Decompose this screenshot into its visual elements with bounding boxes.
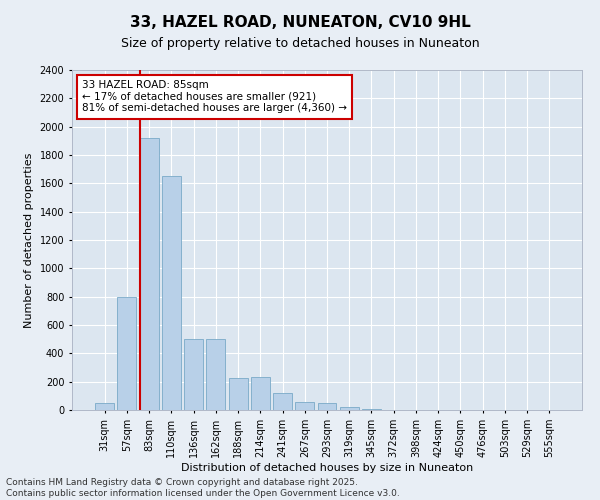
X-axis label: Distribution of detached houses by size in Nuneaton: Distribution of detached houses by size …: [181, 462, 473, 472]
Bar: [95, 403, 114, 410]
Bar: [251, 378, 270, 410]
Bar: [206, 339, 225, 410]
Y-axis label: Number of detached properties: Number of detached properties: [24, 152, 34, 328]
Text: Size of property relative to detached houses in Nuneaton: Size of property relative to detached ho…: [121, 38, 479, 51]
Text: 33, HAZEL ROAD, NUNEATON, CV10 9HL: 33, HAZEL ROAD, NUNEATON, CV10 9HL: [130, 15, 470, 30]
Bar: [340, 407, 359, 410]
Bar: [273, 393, 292, 410]
Text: 33 HAZEL ROAD: 85sqm
← 17% of detached houses are smaller (921)
81% of semi-deta: 33 HAZEL ROAD: 85sqm ← 17% of detached h…: [82, 80, 347, 114]
Bar: [140, 138, 158, 410]
Bar: [184, 339, 203, 410]
Bar: [162, 176, 181, 410]
Text: Contains HM Land Registry data © Crown copyright and database right 2025.
Contai: Contains HM Land Registry data © Crown c…: [6, 478, 400, 498]
Bar: [317, 403, 337, 410]
Bar: [295, 402, 314, 410]
Bar: [229, 378, 248, 410]
Bar: [118, 296, 136, 410]
